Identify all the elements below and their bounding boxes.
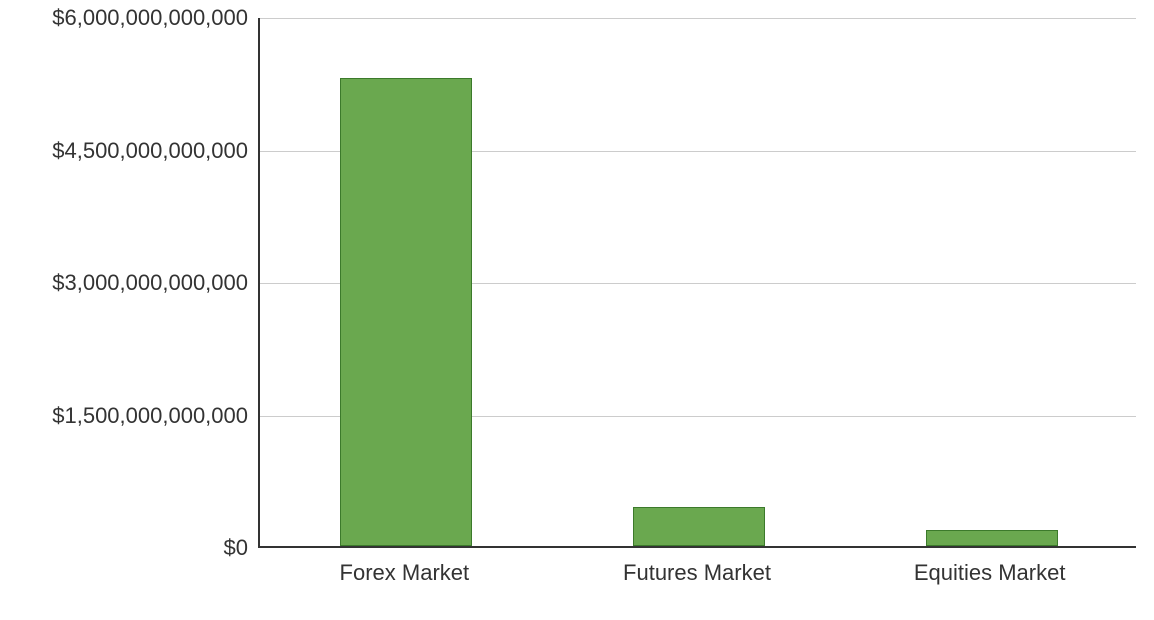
x-tick-label: Futures Market [623,560,771,586]
bar [633,507,765,546]
y-tick-label: $0 [224,535,248,561]
x-tick-label: Forex Market [340,560,470,586]
y-tick-label: $4,500,000,000,000 [52,138,248,164]
y-axis-labels: $0$1,500,000,000,000$3,000,000,000,000$4… [18,18,248,548]
chart-container: $0 $1,500,000,000,000 $3,000,000,000,000 $4… [18,18,1136,602]
bar [340,78,472,546]
y-tick-label: $3,000,000,000,000 [52,270,248,296]
bar [926,530,1058,546]
x-axis-labels: Forex Market Futures Market Equities Marke… [258,560,1136,600]
y-tick-label: $1,500,000,000,000 [52,403,248,429]
y-tick-label: $6,000,000,000,000 [52,5,248,31]
x-tick-label: Equities Market [914,560,1066,586]
gridline [260,18,1136,19]
plot-area [258,18,1136,548]
